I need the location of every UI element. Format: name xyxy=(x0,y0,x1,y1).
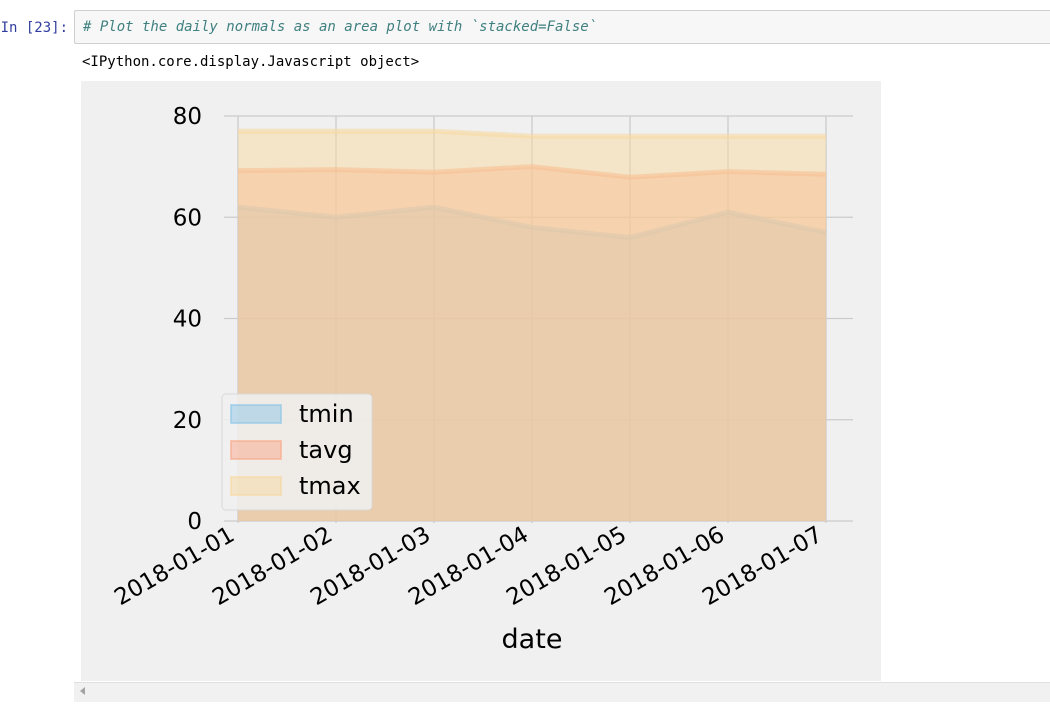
legend-label-tavg: tavg xyxy=(299,436,353,464)
area-tmax xyxy=(238,131,826,521)
y-tick-label: 20 xyxy=(173,408,202,434)
legend-label-tmax: tmax xyxy=(299,472,361,500)
legend-swatch-tavg xyxy=(230,440,282,460)
line-tmax xyxy=(238,128,826,139)
area-chart: 0 20 40 60 80 2018-01-012018-01-022018-01-03… xyxy=(110,104,853,655)
y-tick-label: 80 xyxy=(173,104,202,130)
chart-figure: 0 20 40 60 80 2018-01-01 2018-01-02 2018-01-03… xyxy=(81,81,881,681)
legend-swatch-tmax xyxy=(230,476,282,496)
code-line: # Plot the daily normals as an area plot… xyxy=(83,19,598,35)
area-layer xyxy=(237,128,827,521)
code-input-cell[interactable]: # Plot the daily normals as an area plot… xyxy=(74,10,1050,44)
y-tick-label: 40 xyxy=(173,307,202,333)
x-tick-labels: 2018-01-012018-01-022018-01-032018-01-04… xyxy=(110,522,827,611)
y-tick-label: 0 xyxy=(187,509,202,535)
legend-swatch-tmin xyxy=(230,404,282,424)
horizontal-scrollbar[interactable] xyxy=(74,682,1050,702)
cell-prompt: In [23]: xyxy=(0,20,68,36)
y-tick-label: 60 xyxy=(173,205,202,231)
legend-label-tmin: tmin xyxy=(299,400,354,428)
output-text: <IPython.core.display.Javascript object> xyxy=(82,54,420,70)
scroll-left-icon[interactable] xyxy=(80,687,85,695)
x-axis-label: date xyxy=(502,624,563,655)
legend: tmin tavg tmax xyxy=(221,393,373,511)
y-tick-labels: 0 20 40 60 80 xyxy=(173,104,202,535)
